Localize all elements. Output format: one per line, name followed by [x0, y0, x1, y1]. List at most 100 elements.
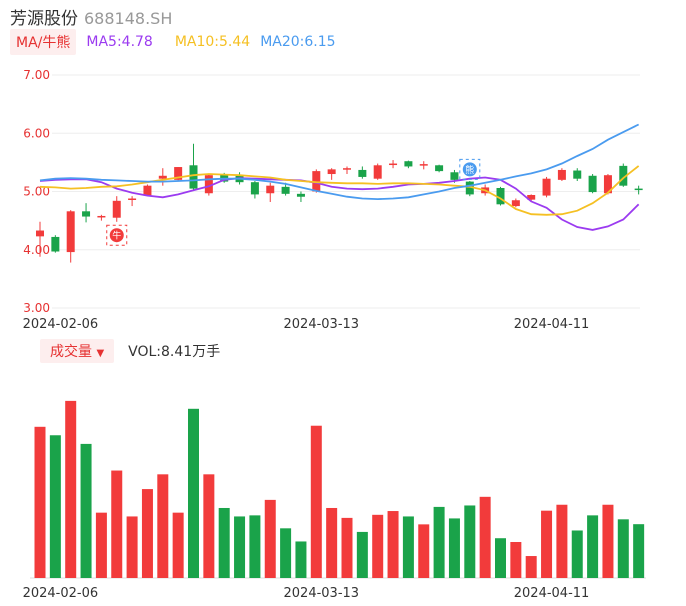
candle [296, 191, 305, 202]
candle-body [435, 165, 444, 172]
volume-bar [510, 542, 522, 578]
candle-body [450, 172, 459, 180]
candle [281, 182, 290, 196]
candle [158, 168, 167, 186]
candle-body [250, 182, 259, 195]
volume-bar [111, 470, 123, 578]
bear-icon-badge [462, 162, 477, 177]
volume-bar [218, 507, 230, 578]
candle-body [204, 175, 213, 194]
candle-body [619, 165, 628, 186]
candle-body [511, 200, 520, 207]
candle [312, 169, 321, 193]
volume-date-label: 2024-04-11 [514, 586, 590, 601]
candle-body [603, 175, 612, 194]
candle [542, 176, 551, 198]
candle-body [588, 175, 597, 193]
candle-body [266, 185, 275, 194]
volume-bar [234, 516, 246, 578]
candle [36, 221, 44, 257]
volume-bar [617, 519, 629, 578]
volume-bar [249, 515, 261, 578]
ma20-line [39, 123, 640, 201]
candle [204, 174, 213, 196]
price-tick-label: 3.00 [23, 301, 50, 315]
candle-body [82, 211, 91, 217]
candle [557, 168, 566, 182]
volume-bar [65, 400, 77, 578]
price-tick-label: 5.00 [23, 185, 50, 199]
price-tick-label: 4.00 [23, 243, 50, 257]
bear-icon-label: 熊 [465, 164, 474, 176]
candle-body [174, 167, 183, 180]
candle-body [51, 236, 60, 252]
volume-bar [126, 516, 138, 578]
volume-bar [464, 505, 476, 578]
volume-bar [295, 541, 307, 578]
candle-body [573, 170, 582, 179]
ma10-legend: MA10:5.44 [174, 34, 251, 50]
volume-bar [372, 514, 384, 578]
candle-body [327, 169, 336, 175]
candle-body [66, 211, 75, 253]
candle [358, 166, 367, 179]
candle-body [296, 193, 305, 197]
candle-body [97, 215, 106, 218]
bear-icon-frame [459, 158, 481, 180]
candle [619, 163, 628, 187]
candle [465, 181, 474, 197]
candle [573, 168, 582, 182]
candle-body [112, 200, 121, 218]
bull-icon-frame [106, 224, 128, 246]
candle-body [527, 194, 536, 200]
volume-selector-button[interactable]: 成交量 ▼ [40, 339, 115, 363]
candle-body [343, 168, 351, 170]
candle-body [36, 230, 44, 237]
candle [634, 185, 643, 195]
candle-body [496, 188, 505, 205]
volume-bar [633, 524, 645, 578]
candle-body [128, 198, 137, 200]
bear-icon: 熊 [459, 158, 481, 180]
volume-bar [264, 499, 276, 578]
candle [343, 166, 351, 175]
volume-bar [341, 517, 353, 578]
volume-bar [157, 474, 169, 578]
volume-bar [49, 435, 61, 578]
candle-body [373, 165, 382, 179]
volume-bar [479, 496, 491, 578]
candle-body [158, 175, 167, 179]
candle [496, 186, 505, 206]
volume-bar [402, 516, 414, 578]
candle [603, 174, 612, 195]
volume-date-label: 2024-03-13 [284, 586, 360, 601]
ma-selector-button[interactable]: MA/牛熊 [10, 29, 77, 55]
candle [128, 196, 137, 207]
candle-body [557, 169, 566, 180]
ma5-legend: MA5:4.78 [86, 34, 153, 50]
volume-bar [280, 528, 292, 578]
bull-icon: 牛 [106, 224, 128, 246]
volume-tag-label: 成交量 [50, 344, 92, 360]
volume-bar [80, 443, 92, 578]
candle [174, 167, 183, 182]
volume-bar [433, 506, 445, 578]
candle-body [358, 169, 367, 177]
candle-body [281, 186, 290, 194]
volume-bar [571, 530, 583, 578]
candle-body [419, 164, 428, 166]
price-date-label: 2024-03-13 [284, 317, 360, 332]
candle [588, 174, 597, 194]
volume-bar [188, 408, 199, 578]
volume-bar [95, 512, 107, 578]
volume-bar [525, 556, 537, 578]
volume-bar [541, 510, 553, 578]
candle [373, 163, 382, 180]
bull-icon-label: 牛 [112, 230, 121, 242]
price-tick-label: 6.00 [23, 126, 50, 140]
candle-body [143, 185, 152, 196]
volume-bar [587, 515, 599, 578]
candle-body [189, 165, 198, 189]
candle [327, 168, 336, 180]
